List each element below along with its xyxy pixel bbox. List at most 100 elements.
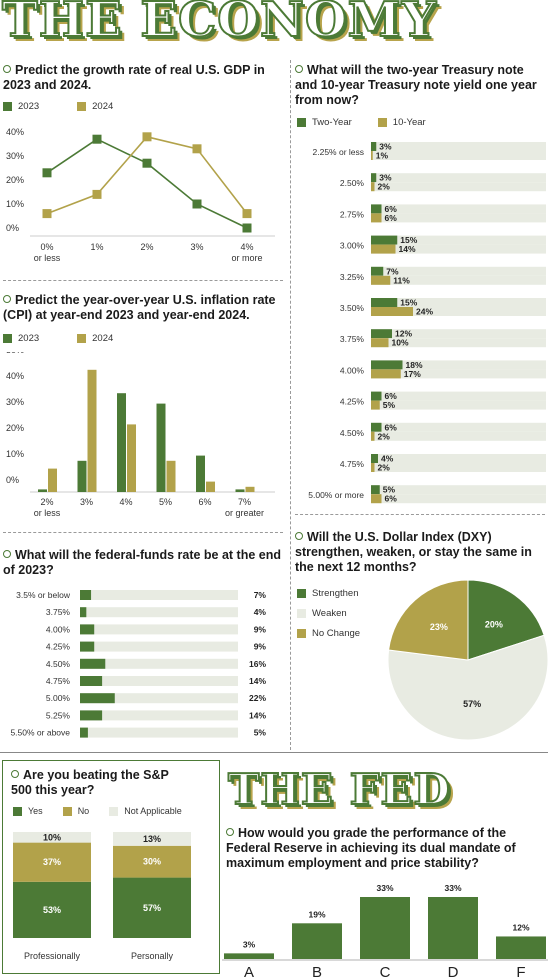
bar-track <box>371 298 546 307</box>
legend-item-strengthen: Strengthen <box>297 588 360 599</box>
x-tick-label: 4% <box>119 497 132 507</box>
bar-track <box>371 422 546 432</box>
legend-swatch-yes <box>13 806 22 816</box>
legend-swatch-2024 <box>77 334 87 343</box>
data-point-2024 <box>142 132 152 142</box>
bar-track <box>80 607 238 618</box>
stack-label: 53% <box>43 905 61 915</box>
category-label: 3.5% or below <box>16 590 71 600</box>
bar-track <box>80 676 238 686</box>
data-label: 2% <box>378 182 391 192</box>
treasury-legend: Two-Year 10-Year <box>297 117 426 128</box>
legend-swatch-2024 <box>77 102 87 111</box>
stack-label: 30% <box>143 857 161 867</box>
grade-bar <box>292 923 342 959</box>
series-line-2024 <box>46 135 248 215</box>
bar-2024 <box>127 424 136 492</box>
bar-track <box>371 360 546 370</box>
data-label: 5% <box>383 400 396 410</box>
economy-banner: THE ECONOMY <box>1 0 438 48</box>
bar-value <box>80 607 87 618</box>
category-label: 5.50% or above <box>10 728 70 738</box>
data-label: 24% <box>416 307 433 317</box>
data-point-2023 <box>242 223 252 233</box>
grade-question: How would you grade the performance of t… <box>226 826 546 871</box>
bar-track <box>80 658 238 669</box>
bar-track <box>80 590 238 600</box>
legend-label-2024: 2024 <box>92 333 114 344</box>
bar-value <box>80 590 92 600</box>
legend-label-no-change: No Change <box>312 628 361 639</box>
grade-letter: F <box>516 964 525 980</box>
data-label: 33% <box>376 883 393 893</box>
x-tick-label: 3% <box>190 242 203 252</box>
bar-2024 <box>206 481 215 492</box>
bar-track <box>371 275 546 285</box>
category-label: Professionally <box>24 951 81 961</box>
x-tick-label: 2% <box>40 497 53 507</box>
bar-track <box>371 329 546 339</box>
bar-10-Year <box>371 369 401 379</box>
slice-label: 20% <box>485 619 503 629</box>
data-label: 10% <box>392 338 409 348</box>
legend-label-two-year: Two-Year <box>312 117 352 128</box>
bar-Two-Year <box>371 266 384 276</box>
data-label: 7% <box>386 266 399 276</box>
data-label: 16% <box>249 659 266 669</box>
data-label: 9% <box>254 642 267 652</box>
bar-Two-Year <box>371 391 382 401</box>
legend-swatch-weaken <box>297 609 306 618</box>
x-tick-label: or greater <box>225 508 264 518</box>
y-tick-label: 10% <box>6 199 24 209</box>
y-tick-label: 10% <box>6 449 24 459</box>
sp500-legend: Yes No Not Applicable <box>13 806 182 816</box>
bar-Two-Year <box>371 142 377 151</box>
data-label: 14% <box>399 244 416 254</box>
bar-track <box>371 182 546 192</box>
sp500-stacked-chart: 53% 37% 10% Professionally 57% 30% 13% Personal… <box>13 832 191 961</box>
question-bullet-icon <box>3 65 11 73</box>
data-label: 5% <box>254 728 267 738</box>
data-point-2023 <box>192 199 202 209</box>
bar-2023 <box>235 489 245 492</box>
bar-track <box>80 710 238 721</box>
legend-label-10-year: 10-Year <box>392 117 426 128</box>
bar-value <box>80 727 88 738</box>
data-label: 3% <box>379 142 392 152</box>
bar-value <box>80 624 95 635</box>
grade-bar <box>360 897 410 959</box>
y-tick-label: 20% <box>6 175 24 185</box>
bar-track <box>371 494 546 504</box>
bar-Two-Year <box>371 454 378 463</box>
bar-track <box>371 244 546 254</box>
grade-letter: B <box>312 964 322 980</box>
bar-track <box>80 641 238 652</box>
category-label: 3.25% <box>340 272 365 282</box>
pie-slice-No Change <box>388 579 469 661</box>
y-tick-label: 20% <box>6 423 24 433</box>
data-label: 15% <box>400 298 417 308</box>
data-label: 1% <box>376 151 389 161</box>
data-label: 33% <box>444 883 461 893</box>
x-tick-label: or more <box>231 253 262 263</box>
data-label: 5% <box>383 485 396 495</box>
category-label: 4.75% <box>340 459 365 469</box>
question-bullet-icon <box>226 828 234 836</box>
data-label: 22% <box>249 693 266 703</box>
divider <box>3 280 283 281</box>
bar-track <box>371 338 546 348</box>
dxy-legend: Strengthen Weaken No Change <box>297 588 360 639</box>
bar-10-Year <box>371 431 375 441</box>
legend-label-weaken: Weaken <box>312 608 347 619</box>
category-label: 2.50% <box>340 178 365 188</box>
stack-No <box>13 842 91 882</box>
bar-2023 <box>156 403 166 492</box>
y-tick-label: 0% <box>6 475 19 485</box>
x-tick-label: or less <box>34 253 61 263</box>
section-divider <box>0 752 548 753</box>
y-tick-label: 40% <box>6 127 24 137</box>
slice-label: 57% <box>463 699 481 709</box>
bar-track <box>80 624 238 635</box>
bar-track <box>371 173 546 183</box>
inflation-legend: 2023 2024 <box>3 333 113 344</box>
